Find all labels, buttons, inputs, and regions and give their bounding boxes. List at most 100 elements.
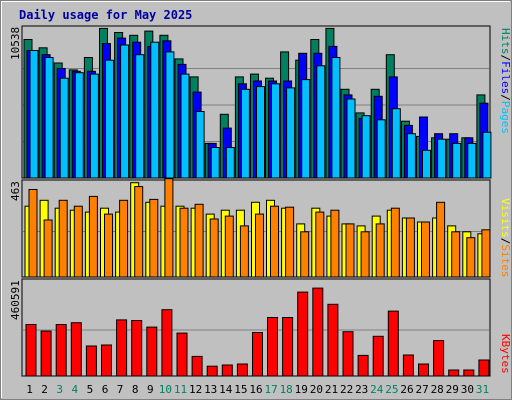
day-label-4: 4 [71, 383, 78, 396]
visitors-bar-sites-27 [421, 221, 430, 278]
visitors-bar-sites-29 [451, 231, 461, 278]
traffic-bars [23, 27, 492, 179]
hits-label: Hits [499, 28, 512, 55]
kbytes-bar-kbytes-21 [327, 303, 339, 377]
kbytes-bar-kbytes-11 [176, 332, 188, 377]
visitors-ymax-label: 463 [9, 181, 22, 201]
traffic-panel [21, 25, 492, 179]
visitors-bar-sites-6 [104, 213, 113, 278]
chart-title: Daily usage for May 2025 [19, 8, 192, 22]
slash-label-3: / [499, 238, 512, 245]
visitors-bar-sites-17 [270, 205, 279, 278]
kbytes-bar-kbytes-4 [70, 322, 82, 377]
kbytes-bar-kbytes-26 [402, 354, 414, 377]
kbytes-bar-kbytes-24 [372, 335, 384, 377]
traffic-bar-pages-9 [150, 41, 160, 179]
kbytes-bar-kbytes-28 [433, 340, 445, 377]
traffic-bar-pages-24 [376, 119, 386, 179]
visitors-bar-sites-1 [28, 189, 38, 278]
day-label-5: 5 [87, 383, 94, 396]
kbytes-bar-kbytes-16 [252, 332, 263, 377]
visitors-bars [24, 178, 491, 278]
day-label-23: 23 [355, 383, 368, 396]
traffic-bar-pages-16 [256, 86, 265, 179]
traffic-bar-pages-18 [286, 87, 296, 179]
visitors-bar-sites-2 [43, 219, 53, 278]
visitors-bar-sites-26 [405, 217, 415, 278]
kbytes-series-label: KBytes [499, 334, 512, 374]
day-label-11: 11 [174, 383, 187, 396]
kbytes-bar-kbytes-29 [448, 369, 460, 377]
day-label-24: 24 [370, 383, 384, 396]
traffic-bar-pages-15 [240, 88, 250, 179]
visitors-bar-sites-3 [58, 199, 68, 278]
traffic-bar-pages-25 [391, 108, 401, 179]
traffic-bar-pages-6 [105, 59, 114, 179]
traffic-bar-pages-31 [482, 131, 492, 179]
day-label-30: 30 [461, 383, 474, 396]
kbytes-bar-kbytes-18 [282, 317, 294, 377]
visitors-bar-sites-7 [119, 199, 129, 278]
kbytes-bar-kbytes-27 [418, 363, 429, 377]
day-label-14: 14 [219, 383, 233, 396]
visitors-bar-sites-11 [179, 207, 189, 278]
kbytes-bar-kbytes-17 [267, 317, 278, 377]
kbytes-bar-kbytes-15 [236, 363, 248, 377]
slash-label-1: / [499, 55, 512, 62]
traffic-bar-pages-23 [361, 115, 371, 179]
day-label-25: 25 [385, 383, 398, 396]
files-label: Files [499, 61, 512, 94]
kbytes-bar-kbytes-12 [191, 355, 203, 377]
day-label-1: 1 [26, 383, 33, 396]
visitors-bar-sites-10 [164, 178, 174, 278]
day-labels: 1 2 3 4 5 6 7 8 9 10 11 12 13 14 15 16 17 18 19 20 21 22 23 24 2… [26, 383, 489, 396]
traffic-bar-pages-21 [331, 57, 341, 179]
traffic-bar-pages-8 [135, 54, 145, 179]
kbytes-bar-kbytes-7 [116, 319, 128, 377]
traffic-ymax-label: 10538 [9, 27, 22, 60]
visitors-bar-sites-24 [375, 223, 385, 278]
visitors-bar-sites-15 [239, 225, 249, 278]
traffic-bar-pages-22 [346, 98, 356, 179]
day-label-15: 15 [234, 383, 247, 396]
kbytes-bar-kbytes-30 [463, 369, 475, 377]
day-label-18: 18 [280, 383, 293, 396]
kbytes-bar-kbytes-13 [206, 365, 218, 377]
traffic-series-label: Hits/Files/Pages [499, 28, 512, 134]
traffic-bar-pages-10 [165, 51, 175, 179]
kbytes-panel [21, 278, 491, 377]
visitors-bar-sites-13 [209, 218, 219, 278]
day-label-26: 26 [400, 383, 413, 396]
traffic-bar-pages-30 [467, 142, 477, 179]
day-label-19: 19 [295, 383, 308, 396]
pages-label: Pages [499, 101, 512, 134]
visitors-bar-sites-9 [149, 198, 159, 278]
traffic-bar-pages-27 [422, 149, 431, 179]
kbytes-bars [25, 287, 490, 377]
kbytes-bar-kbytes-2 [40, 330, 52, 377]
day-label-9: 9 [147, 383, 154, 396]
visitors-bar-sites-12 [194, 203, 204, 278]
kbytes-bar-kbytes-8 [131, 320, 143, 377]
day-label-3: 3 [56, 383, 63, 396]
traffic-bar-pages-19 [301, 79, 311, 179]
visitors-bar-sites-4 [73, 205, 83, 278]
kbytes-bar-kbytes-6 [101, 344, 112, 377]
day-label-29: 29 [446, 383, 459, 396]
sites-label: Sites [499, 244, 512, 277]
traffic-bar-pages-14 [225, 147, 235, 179]
traffic-bar-pages-29 [452, 142, 462, 179]
kbytes-bar-kbytes-5 [85, 345, 97, 377]
day-label-20: 20 [310, 383, 323, 396]
visitors-bar-sites-8 [134, 186, 144, 278]
visitors-bar-sites-14 [224, 215, 234, 278]
day-label-13: 13 [204, 383, 217, 396]
day-label-27: 27 [415, 383, 428, 396]
day-label-31: 31 [476, 383, 489, 396]
day-label-22: 22 [340, 383, 353, 396]
kbytes-bar-kbytes-3 [55, 324, 67, 377]
kbytes-bar-kbytes-1 [25, 324, 37, 377]
traffic-bar-pages-5 [89, 73, 99, 179]
visitors-bar-sites-16 [255, 213, 264, 278]
